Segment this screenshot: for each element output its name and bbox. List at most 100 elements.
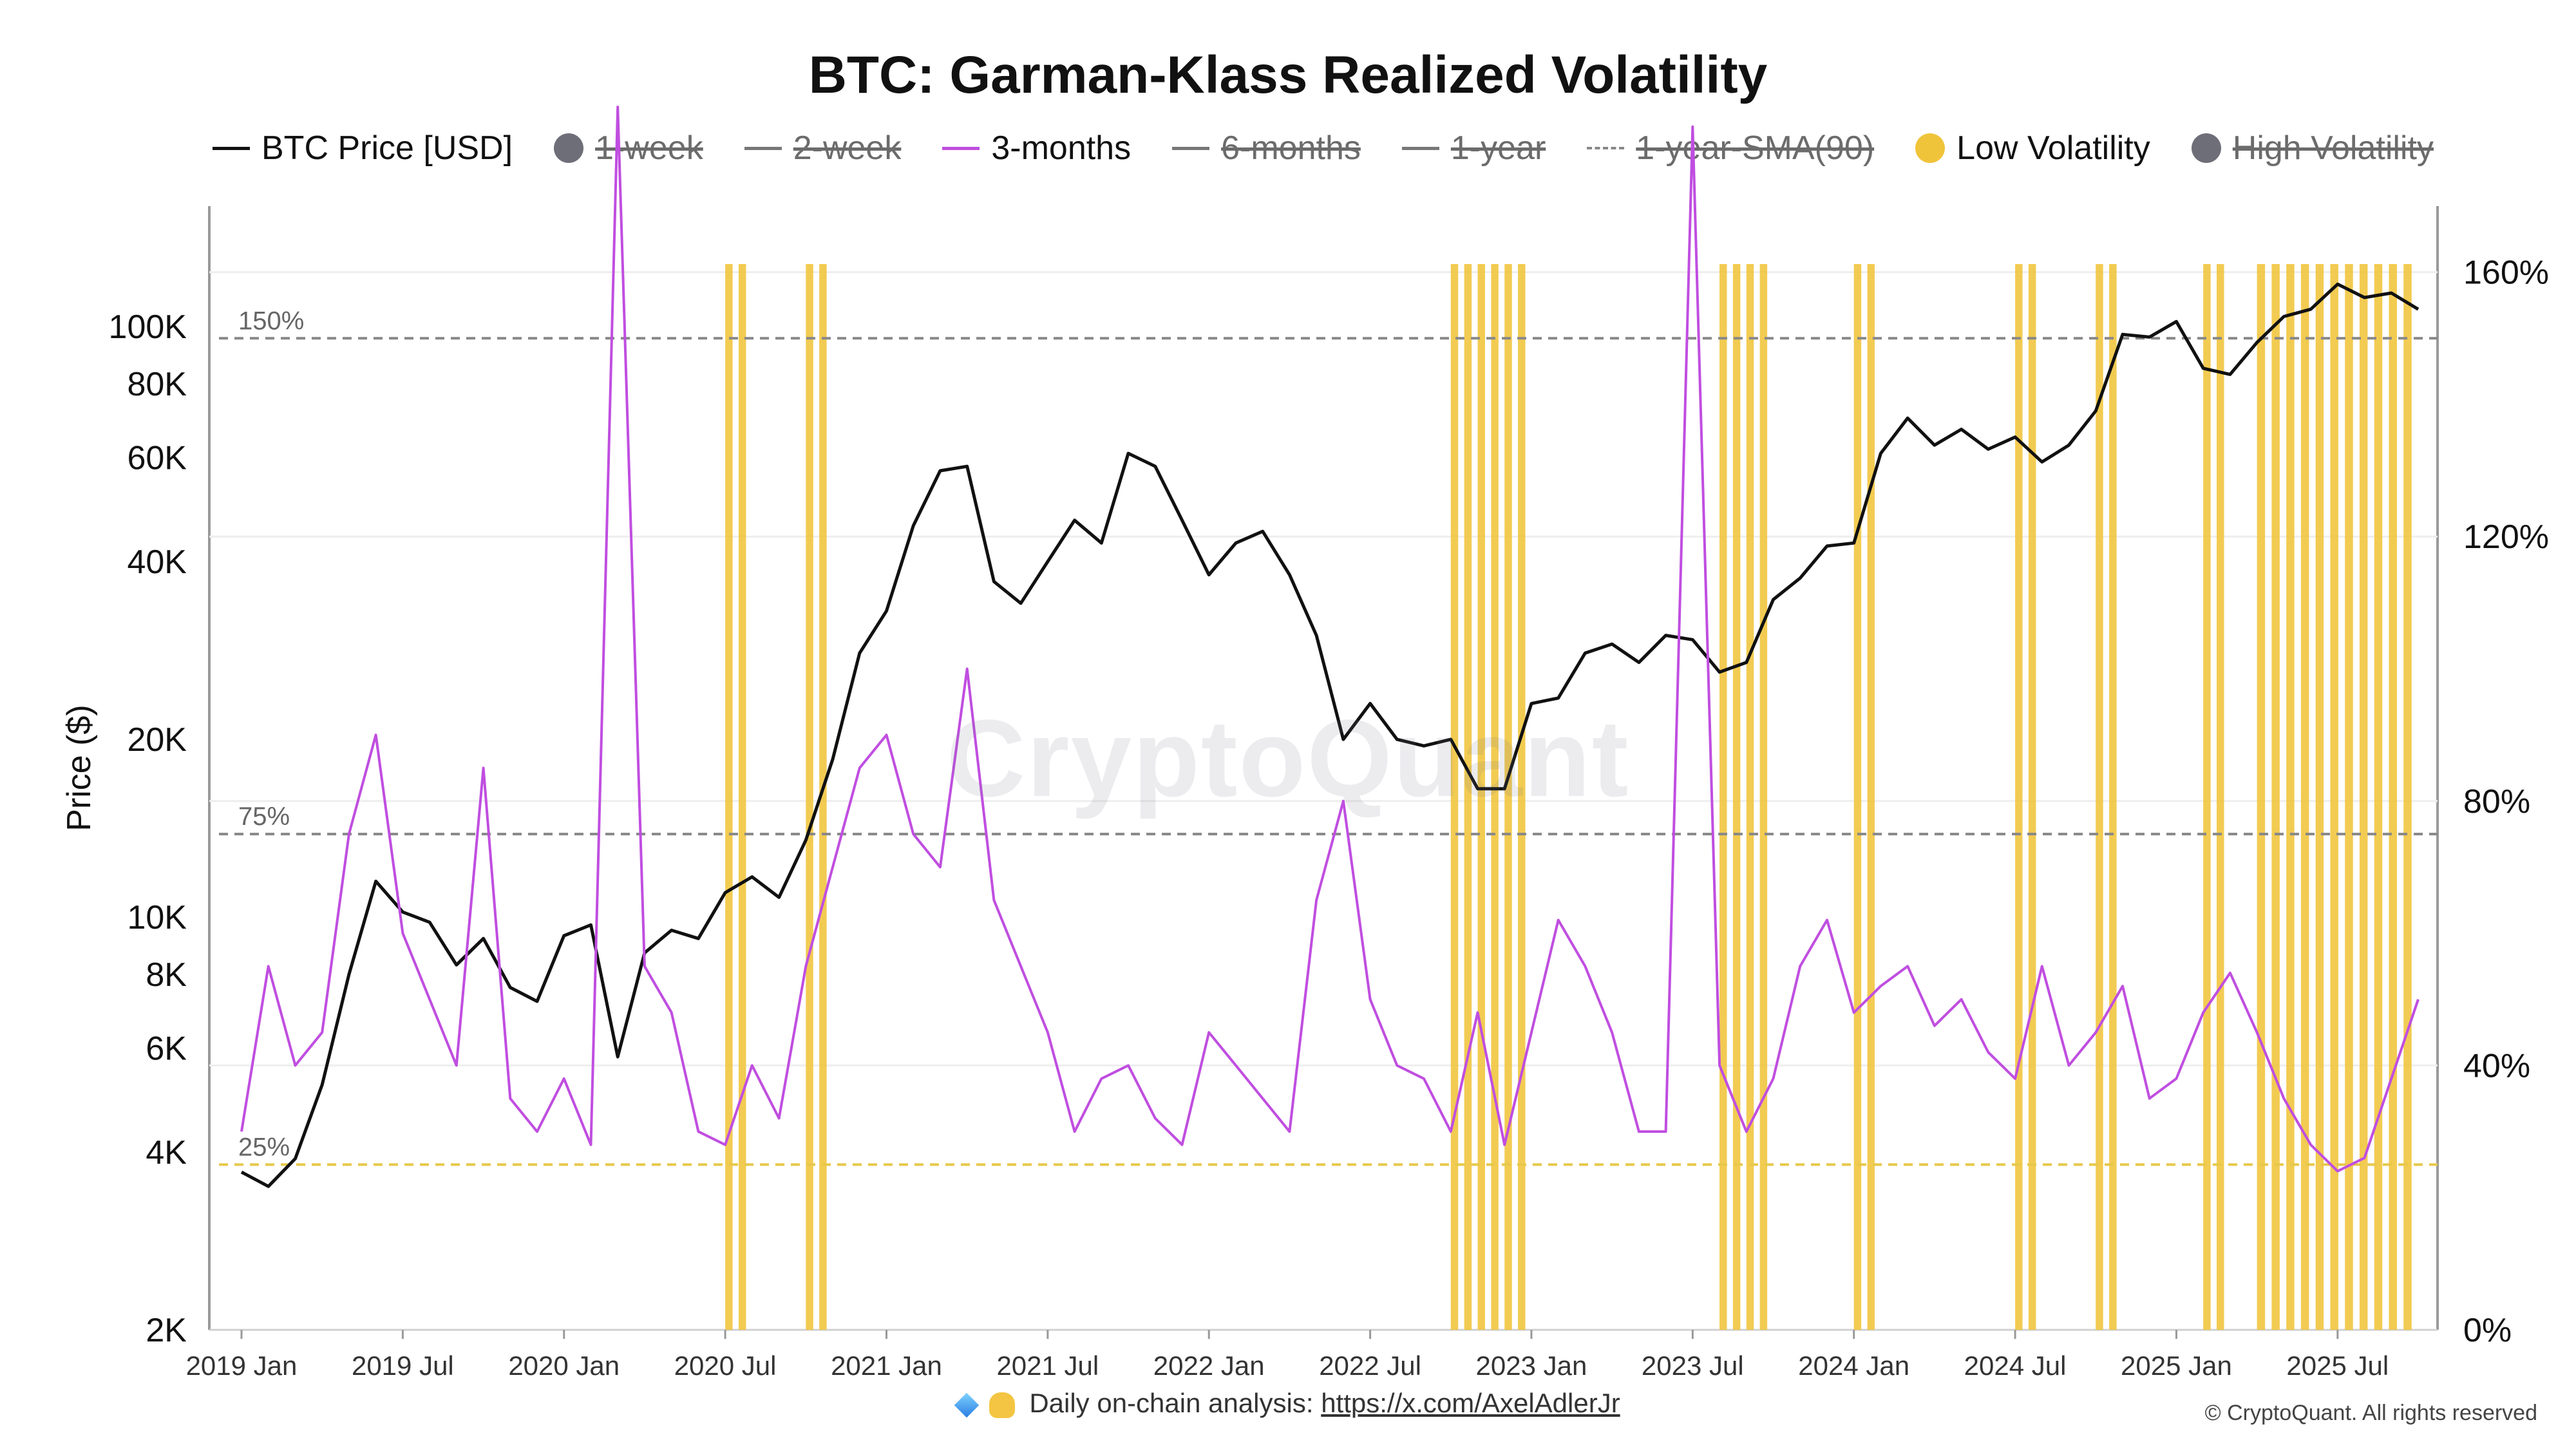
low-volatility-bar [2109,264,2117,1330]
low-volatility-bar [2028,264,2036,1330]
low-volatility-bar [1853,264,1862,1330]
left-tick-label: 8K [146,956,187,994]
legend-label: High Volatility [2232,129,2434,167]
low-volatility-bar [1746,264,1754,1330]
low-volatility-bar [1518,264,1526,1330]
legend-label: 1-week [595,129,703,167]
legend-swatch [942,146,980,150]
low-volatility-bar [2315,264,2324,1330]
low-volatility-bar [1732,264,1741,1330]
legend-item-1-year[interactable]: 1-year [1401,129,1546,167]
legend-item-high-volatility[interactable]: High Volatility [2191,129,2434,167]
low-volatility-bar [2374,264,2383,1330]
low-volatility-bar [738,264,746,1330]
x-tick-label: 2023 Jul [1642,1350,1744,1381]
chart-title: BTC: Garman-Klass Realized Volatility [808,46,1768,104]
low-volatility-bar [2257,264,2266,1330]
low-volatility-bar [1450,264,1459,1330]
low-volatility-bar [1719,264,1727,1330]
left-axis-title: Price ($) [61,705,98,831]
left-tick-label: 80K [127,366,187,403]
right-tick-label: 80% [2463,783,2530,820]
volatility-3-months-line [240,106,2420,1173]
x-tick-label: 2022 Jul [1319,1350,1421,1381]
legend-swatch [1172,146,1210,150]
x-tick-label: 2019 Jan [186,1350,298,1381]
left-tick-label: 10K [127,899,187,936]
legend-swatch [744,146,782,150]
left-tick-label: 2K [146,1312,187,1349]
legend-swatch [1587,147,1625,149]
raised-hands-icon [989,1392,1016,1418]
x-tick-label: 2024 Jan [1798,1350,1909,1381]
footer-link[interactable]: https://x.com/AxelAdlerJr [1321,1388,1620,1418]
low-volatility-bar [2403,264,2412,1330]
left-tick-label: 20K [127,721,187,759]
legend-label: 1-year [1450,129,1546,167]
low-volatility-bar [1477,264,1485,1330]
low-volatility-bar [725,264,733,1330]
right-tick-label: 0% [2463,1312,2512,1349]
legend-swatch [2191,133,2221,163]
btc-price-line [240,282,2420,1188]
low-volatility-bar [2345,264,2353,1330]
left-tick-label: 6K [146,1030,187,1068]
legend-swatch [1915,133,1946,163]
right-tick-label: 40% [2463,1047,2530,1084]
threshold-label: 150% [238,307,304,335]
x-tick-label: 2024 Jul [1964,1350,2067,1381]
copyright: © CryptoQuant. All rights reserved [2204,1401,2537,1425]
x-tick-label: 2020 Jul [674,1350,777,1381]
left-tick-label: 100K [109,308,187,346]
legend-swatch [554,133,584,163]
threshold-label: 25% [238,1133,290,1161]
low-volatility-bar [1867,264,1875,1330]
low-volatility-bar [1759,264,1768,1330]
low-volatility-bar [1491,264,1499,1330]
legend-swatch [213,146,250,150]
left-tick-label: 40K [127,544,187,581]
legend: BTC Price [USD] 1-week 2-week 3-months 6-mon… [213,122,2434,174]
low-volatility-bar [2217,264,2224,1330]
left-tick-label: 60K [127,440,187,477]
low-volatility-bar [2359,264,2368,1330]
x-tick-label: 2019 Jul [352,1350,454,1381]
low-volatility-bar [1504,264,1512,1330]
legend-item-1-year-sma-90[interactable]: 1-year-SMA(90) [1587,129,1874,167]
low-volatility-bar [819,264,827,1330]
x-tick-label: 2023 Jan [1476,1350,1587,1381]
threshold-label: 75% [238,802,290,831]
low-volatility-bar [806,264,813,1330]
legend-label: 2-week [793,129,902,167]
right-tick-label: 120% [2463,518,2549,556]
left-tick-label: 4K [146,1134,187,1171]
footer: Daily on-chain analysis: https://x.com/A… [0,1388,2576,1419]
legend-item-low-volatility[interactable]: Low Volatility [1915,129,2150,167]
legend-item-btc-price-usd[interactable]: BTC Price [USD] [213,129,513,167]
legend-item-1-week[interactable]: 1-week [554,129,703,167]
right-tick-label: 160% [2463,254,2549,292]
legend-label: 1-year-SMA(90) [1636,129,1875,167]
low-volatility-bar [2015,264,2023,1330]
low-volatility-bar [2330,264,2338,1330]
legend-item-2-week[interactable]: 2-week [744,129,902,167]
x-tick-label: 2025 Jul [2286,1350,2389,1381]
legend-swatch [1401,146,1439,150]
x-tick-label: 2021 Jan [831,1350,942,1381]
low-volatility-bar [2300,264,2309,1330]
x-tick-label: 2021 Jul [996,1350,1099,1381]
gem-icon [954,1392,980,1418]
legend-item-3-months[interactable]: 3-months [942,129,1131,167]
x-tick-label: 2022 Jan [1153,1350,1265,1381]
x-tick-label: 2020 Jan [508,1350,620,1381]
legend-item-6-months[interactable]: 6-months [1172,129,1361,167]
legend-label: 3-months [991,129,1132,167]
low-volatility-bar [1464,264,1472,1330]
low-volatility-bar [2203,264,2211,1330]
low-volatility-bar [2389,264,2397,1330]
low-volatility-bar [2096,264,2103,1330]
footer-text: Daily on-chain analysis: [1029,1388,1314,1418]
low-volatility-bar [2271,264,2280,1330]
legend-label: 6-months [1221,129,1361,167]
